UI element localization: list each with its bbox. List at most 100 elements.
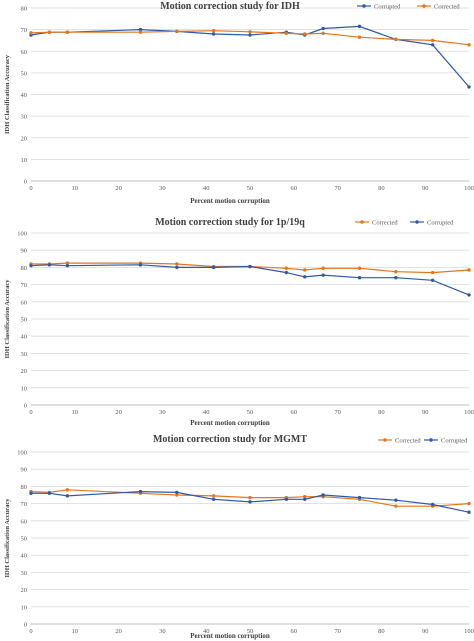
x-tick-label: 0 — [29, 409, 32, 416]
data-point — [29, 263, 33, 268]
y-tick-label: 40 — [21, 553, 28, 560]
legend-entry: Corrected — [434, 4, 460, 11]
x-tick-label: 30 — [159, 409, 166, 416]
legend-entry: Corrupted — [441, 438, 468, 445]
data-point — [47, 263, 52, 267]
data-point — [394, 37, 398, 42]
data-point — [303, 495, 307, 499]
data-point — [211, 494, 216, 498]
data-point — [430, 43, 435, 47]
x-tick-label: 50 — [247, 628, 254, 635]
legend-marker — [429, 438, 433, 442]
legend-entry: Corrected — [372, 220, 398, 227]
y-tick-label: 70 — [21, 282, 28, 289]
data-point — [65, 261, 70, 265]
x-tick-label: 20 — [115, 409, 122, 416]
data-point — [175, 262, 179, 266]
data-point — [211, 32, 216, 36]
y-tick-label: 60 — [21, 49, 28, 56]
y-axis-label: IDH Classification Accuracy — [4, 54, 11, 134]
data-point — [467, 268, 471, 272]
x-tick-label: 70 — [334, 409, 341, 416]
chart-mgmt: 0 10 20 30 40 50 60 70 80 90 100 0 10 20 30 40 50 60 70 80 9… — [4, 434, 474, 640]
data-point — [65, 488, 70, 492]
x-tick-label: 100 — [464, 628, 474, 635]
y-tick-label: 60 — [21, 518, 28, 525]
series-corrupted — [29, 489, 471, 514]
data-point — [65, 263, 70, 268]
x-tick-label: 90 — [422, 185, 429, 192]
series-corrupted — [29, 24, 471, 89]
y-tick-label: 50 — [21, 70, 28, 77]
series-line — [31, 262, 470, 274]
x-tick-label: 60 — [291, 409, 298, 416]
legend: Corrected Corrupted — [355, 220, 454, 227]
y-tick-label: 40 — [21, 334, 28, 341]
y-tick-label: 100 — [17, 231, 27, 238]
x-tick-label: 100 — [464, 409, 474, 416]
data-point — [321, 493, 325, 497]
x-tick-label: 20 — [115, 185, 122, 192]
data-point — [357, 276, 362, 280]
x-tick-label: 50 — [247, 409, 254, 416]
series-line — [30, 264, 470, 296]
data-point — [211, 265, 216, 270]
data-point — [467, 501, 471, 506]
y-tick-label: 70 — [21, 27, 28, 34]
y-tick-label: 30 — [21, 114, 28, 121]
data-point — [394, 270, 398, 274]
y-tick-label: 0 — [24, 179, 27, 186]
data-point — [47, 30, 52, 34]
data-point — [138, 263, 143, 267]
series-corrected — [29, 488, 471, 508]
gridlines — [31, 451, 469, 608]
data-point — [284, 266, 289, 270]
x-tick-label: 100 — [464, 185, 474, 192]
x-tick-label: 0 — [29, 185, 32, 192]
y-tick-label: 20 — [21, 368, 28, 375]
data-point — [211, 29, 216, 33]
data-point — [248, 495, 252, 500]
x-tick-label: 80 — [378, 185, 385, 192]
x-tick-label: 30 — [159, 185, 166, 192]
data-point — [467, 293, 471, 297]
data-point — [321, 266, 325, 270]
x-tick-label: 70 — [334, 628, 341, 635]
gridlines — [31, 7, 469, 160]
data-point — [357, 495, 362, 500]
x-tick-label: 40 — [203, 409, 210, 416]
data-point — [29, 491, 33, 495]
y-tick-label: 0 — [24, 403, 27, 410]
x-axis-label: Percent motion corruption — [190, 197, 270, 205]
y-tick-label: 30 — [21, 570, 28, 577]
x-tick-label: 10 — [72, 628, 79, 635]
y-tick-label: 60 — [21, 299, 28, 306]
x-axis-label: Percent motion corruption — [190, 419, 270, 427]
y-tick-label: 90 — [21, 248, 28, 255]
x-tick-label: 10 — [72, 409, 79, 416]
data-point — [430, 502, 435, 507]
data-point — [394, 276, 398, 280]
series-corrected — [29, 29, 471, 47]
x-tick-label: 60 — [291, 185, 298, 192]
legend: Corrupted Corrected — [357, 4, 460, 11]
data-point — [394, 498, 398, 502]
y-tick-label: 10 — [21, 157, 28, 164]
y-tick-label: 100 — [17, 450, 27, 457]
legend-marker — [422, 4, 426, 8]
x-tick-label: 80 — [378, 628, 385, 635]
y-tick-label: 20 — [21, 587, 28, 594]
y-tick-label: 80 — [21, 265, 28, 272]
legend-entry: Corrupted — [374, 4, 401, 11]
data-point — [467, 510, 471, 514]
x-tick-label: 40 — [203, 628, 210, 635]
data-point — [303, 497, 307, 501]
y-tick-label: 50 — [21, 317, 28, 324]
y-tick-label: 40 — [21, 92, 28, 99]
chart-title: Motion correction study for 1p/19q — [155, 217, 305, 228]
x-tick-label: 70 — [334, 185, 341, 192]
y-tick-label: 80 — [21, 484, 28, 491]
data-point — [321, 26, 325, 31]
y-tick-label: 10 — [21, 385, 28, 392]
data-point — [303, 275, 307, 279]
